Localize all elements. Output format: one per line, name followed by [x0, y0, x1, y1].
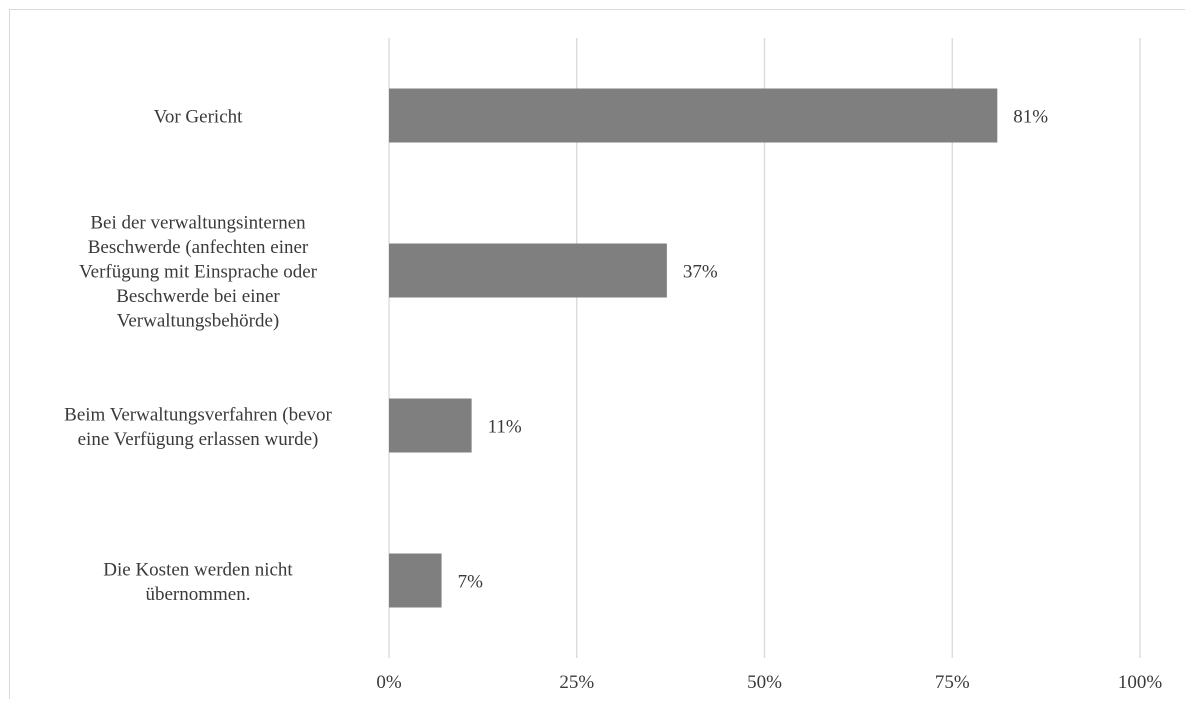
x-tick-label: 50%	[747, 672, 782, 693]
x-tick-label: 0%	[376, 672, 402, 693]
chart-frame	[9, 9, 1185, 699]
category-label-line: übernommen.	[145, 584, 250, 605]
x-tick-label: 100%	[1118, 672, 1163, 693]
category-label-line: Beschwerde bei einer	[116, 286, 280, 307]
category-label-line: Beschwerde (anfechten einer	[88, 237, 309, 258]
category-label: Beim Verwaltungsverfahren (bevor eine Ver…	[64, 404, 332, 450]
bar	[389, 243, 667, 298]
bars	[389, 88, 998, 608]
data-label: 81%	[1013, 107, 1048, 128]
x-tick-label: 75%	[935, 672, 970, 693]
category-label-line: Die Kosten werden nicht	[103, 559, 293, 580]
data-label: 11%	[488, 417, 522, 438]
x-tick-label: 25%	[559, 672, 594, 693]
category-label-line: Beim Verwaltungsverfahren (bevor	[64, 404, 332, 425]
category-label: Die Kosten werden nicht übernommen.	[103, 559, 293, 605]
data-label: 7%	[458, 572, 484, 593]
bar	[389, 88, 998, 143]
category-label: Vor Gericht	[154, 107, 244, 128]
category-label-line: Bei der verwaltungsinternen	[90, 213, 306, 234]
category-label-line: Vor Gericht	[154, 107, 244, 128]
category-label-line: Verfügung mit Einsprache oder	[79, 262, 318, 283]
category-label-line: eine Verfügung erlassen wurde)	[78, 429, 319, 450]
x-axis-tick-labels: 0% 25% 50% 75% 100%	[376, 672, 1162, 693]
bar	[389, 553, 442, 608]
category-label: Bei der verwaltungsinternen Beschwerde (a…	[79, 213, 318, 332]
data-labels: 81% 37% 11% 7%	[458, 107, 1049, 593]
data-label: 37%	[683, 262, 718, 283]
bar	[389, 398, 472, 453]
category-label-line: Verwaltungsbehörde)	[117, 311, 280, 332]
